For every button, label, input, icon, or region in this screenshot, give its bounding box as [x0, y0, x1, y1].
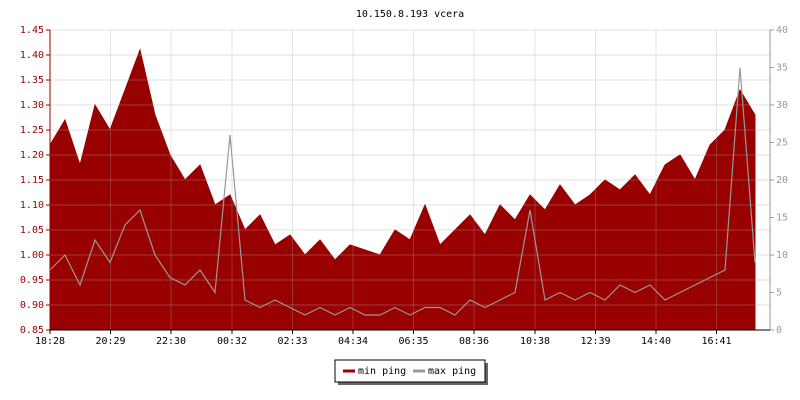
x-tick-label: 06:35: [398, 336, 428, 347]
y2-tick-label: 25: [776, 138, 788, 149]
y-tick-label: 1.20: [20, 150, 44, 161]
line: [49, 67, 756, 316]
legend-label: min ping: [358, 366, 406, 377]
x-tick-label: 12:39: [580, 336, 610, 347]
y2-tick-label: 5: [776, 288, 782, 299]
x-tick-label: 04:34: [338, 336, 368, 347]
y2-tick-label: 0: [776, 325, 782, 336]
x-tick-label: 02:33: [277, 336, 307, 347]
y-tick-label: 0.95: [20, 275, 44, 286]
y-tick-label: 0.90: [20, 300, 44, 311]
y-tick-label: 1.30: [20, 100, 44, 111]
y-tick-label: 1.05: [20, 225, 44, 236]
y2-tick-label: 40: [776, 25, 788, 36]
x-tick-label: 22:30: [156, 336, 186, 347]
y-tick-label: 1.00: [20, 250, 44, 261]
y2-tick-label: 10: [776, 250, 788, 261]
y-tick-label: 1.45: [20, 25, 44, 36]
legend-label: max ping: [428, 366, 476, 377]
y-tick-label: 1.15: [20, 175, 44, 186]
x-tick-label: 10:38: [520, 336, 550, 347]
y2-tick-label: 35: [776, 63, 788, 74]
x-tick-label: 08:36: [459, 336, 489, 347]
y-tick-label: 0.85: [20, 325, 44, 336]
y2-tick-label: 20: [776, 175, 788, 186]
y-tick-label: 1.35: [20, 75, 44, 86]
x-tick-label: 18:28: [35, 336, 65, 347]
x-tick-label: 16:41: [701, 336, 731, 347]
y-tick-label: 1.10: [20, 200, 44, 211]
y-tick-label: 1.25: [20, 125, 44, 136]
chart-title: 10.150.8.193 vcera: [356, 9, 464, 20]
legend-box: [334, 359, 486, 383]
y2-tick-label: 15: [776, 213, 788, 224]
y2-tick-label: 30: [776, 100, 788, 111]
y-tick-label: 1.40: [20, 50, 44, 61]
x-tick-label: 00:32: [217, 336, 247, 347]
x-tick-label: 20:29: [95, 336, 125, 347]
x-tick-label: 14:40: [641, 336, 671, 347]
